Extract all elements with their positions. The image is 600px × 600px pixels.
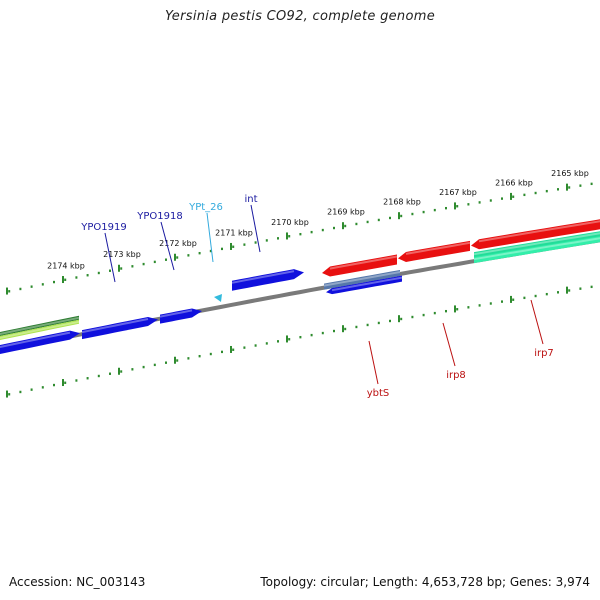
gene-irp7-upper-shine <box>478 220 600 243</box>
gene-red-2-shine <box>405 241 471 255</box>
tick-label: 2173 kbp <box>103 250 141 259</box>
upper-tick-row <box>6 182 593 295</box>
leader-line <box>206 212 214 263</box>
gene-label: YPt_26 <box>188 202 223 213</box>
gene-ypo1917-shine <box>159 309 193 318</box>
leader-line <box>442 322 456 367</box>
gene-green-dark-shine <box>0 316 80 336</box>
gene-irp7-a-shine <box>473 232 600 256</box>
gene-green-dark <box>0 315 80 337</box>
leader-line <box>530 299 544 345</box>
gene-green-light <box>0 319 80 341</box>
gene-ypo1918-shine <box>81 318 149 334</box>
genome-summary-text: Topology: circular; Length: 4,653,728 bp… <box>260 575 590 589</box>
gene-red-1-shine <box>329 255 398 270</box>
gene-red-1-body <box>322 254 397 277</box>
gene-int-body <box>232 269 304 291</box>
tick-rows <box>6 182 593 398</box>
tick-label: 2169 kbp <box>327 208 365 217</box>
gene-irp7-upper <box>471 219 600 250</box>
gene-ybts-body <box>326 275 402 295</box>
gene-ybts <box>326 275 403 295</box>
gene-label: irp8 <box>446 370 466 381</box>
tick-label: 2167 kbp <box>439 188 477 197</box>
gene-ypo1918 <box>81 317 158 340</box>
gene-ypo1919 <box>0 330 80 355</box>
gene-ypo1919-shine <box>0 331 71 349</box>
gene-label: YPO1918 <box>136 211 182 222</box>
gene-irp7-b-shine <box>473 237 600 261</box>
tick-labels: 2165 kbp 2166 kbp 2167 kbp 2168 kbp 2169 kbp… <box>47 169 589 270</box>
gene-ybts-steel-body <box>324 270 400 290</box>
tick-label: 2174 kbp <box>47 261 85 270</box>
lower-tick-row <box>6 285 593 398</box>
gene-irp7-b-body <box>474 236 600 264</box>
gene-label: ybtS <box>367 388 390 399</box>
map-title: Yersinia pestis CO92, complete genome <box>164 9 435 24</box>
gene-green-light-shine <box>0 320 80 340</box>
gene-red-2-body <box>398 240 470 262</box>
gene-ybts-steel-shine <box>323 271 401 287</box>
gene-label: int <box>244 194 257 205</box>
tick-label: 2168 kbp <box>383 198 421 207</box>
gene-label: YPO1919 <box>80 222 126 233</box>
gene-irp7-b <box>473 236 600 264</box>
gene-ypo1917-body <box>160 308 202 324</box>
gene-ybts-steel <box>323 270 401 290</box>
gene-int <box>231 269 304 291</box>
leader-line <box>160 221 175 271</box>
gene-ypo1917 <box>159 308 202 324</box>
gene-green-light-body <box>0 319 79 341</box>
gene-red-2 <box>398 240 471 262</box>
gene-label: irp7 <box>534 348 554 359</box>
genes-layer <box>0 219 600 355</box>
gene-labels: YPO1919 YPO1918 YPt_26 int ybtS irp8 irp7 <box>80 194 554 399</box>
leader-line <box>104 232 116 283</box>
gene-irp7-upper-body <box>471 219 600 250</box>
gene-irp7-a-body <box>474 231 600 259</box>
gene-ypo1918-body <box>82 317 158 340</box>
gene-irp7-a <box>473 231 600 259</box>
gene-int-shine <box>231 270 295 284</box>
gene-ypo1919-body <box>0 330 80 355</box>
accession-text: Accession: NC_003143 <box>9 575 146 589</box>
tick-label: 2165 kbp <box>551 169 589 178</box>
tick-label: 2170 kbp <box>271 218 309 227</box>
tick-label: 2166 kbp <box>495 178 533 187</box>
gene-ybts-shine <box>331 276 403 292</box>
gene-ypt26 <box>214 294 222 302</box>
gene-green-dark-body <box>0 315 79 337</box>
tick-label: 2171 kbp <box>215 228 253 237</box>
gene-red-1 <box>322 254 398 277</box>
leader-line <box>368 340 379 385</box>
leader-line <box>250 204 261 253</box>
tick-label: 2172 kbp <box>159 239 197 248</box>
